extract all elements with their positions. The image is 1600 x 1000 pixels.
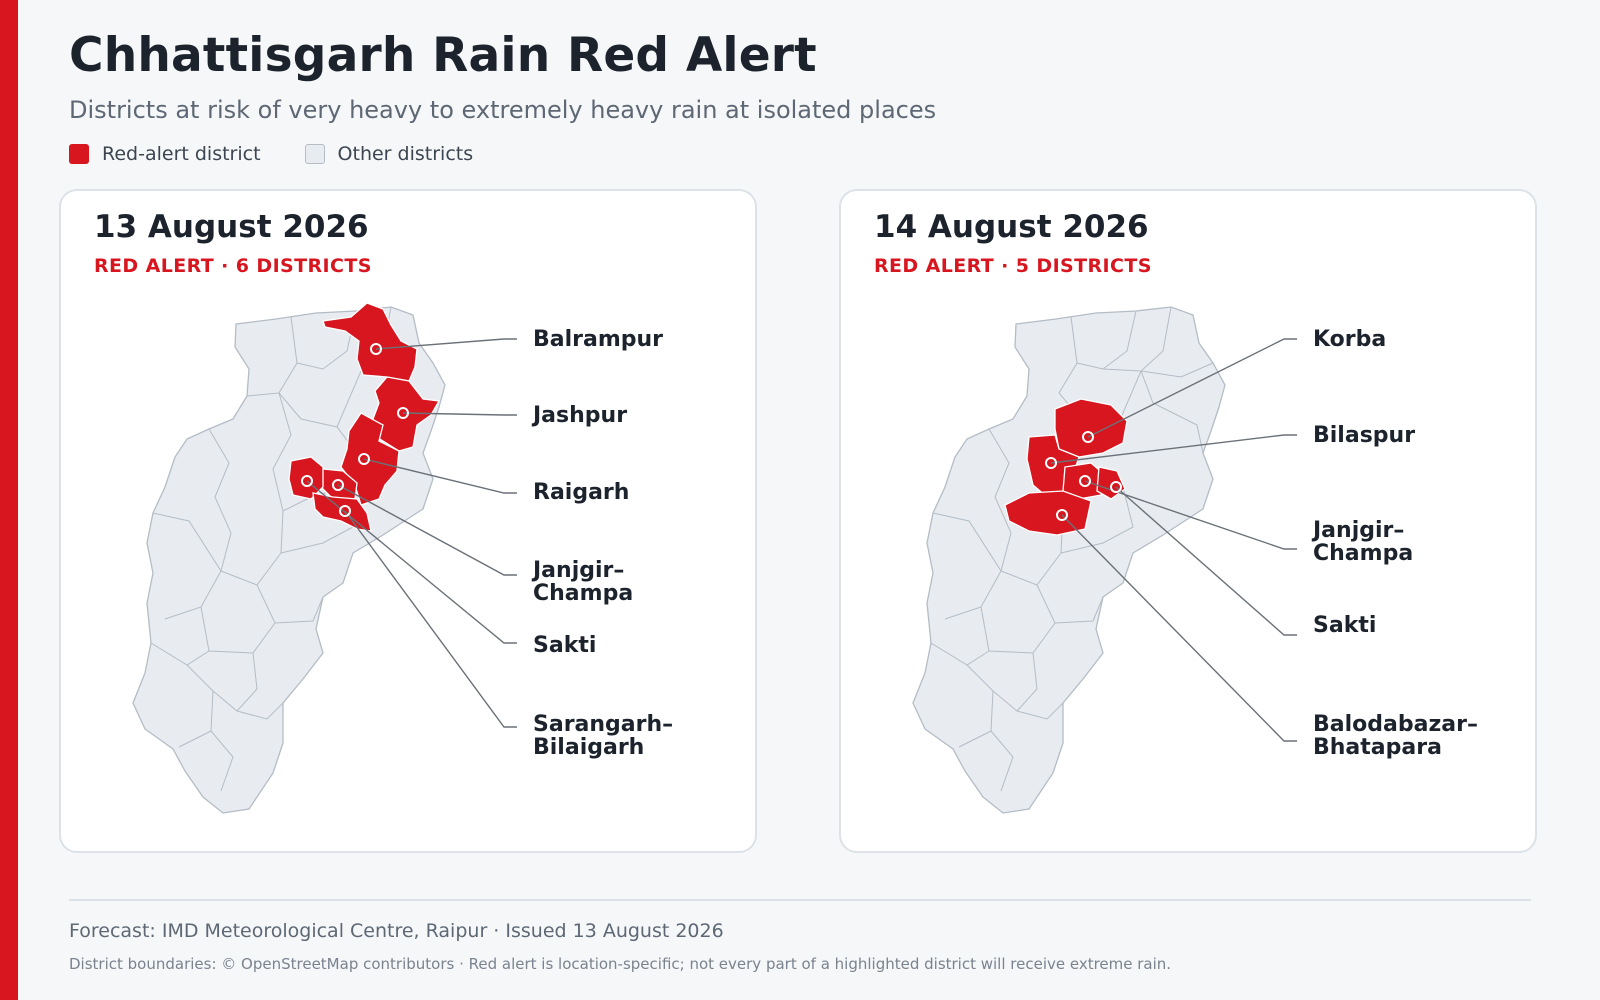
state-outline bbox=[912, 306, 1226, 814]
map-panel-14-august: 14 August 2026 RED ALERT · 5 DISTRICTS bbox=[839, 189, 1537, 853]
footer-note: District boundaries: © OpenStreetMap con… bbox=[69, 955, 1172, 973]
district-borders bbox=[150, 306, 392, 792]
label-jashpur: Jashpur bbox=[531, 403, 627, 428]
panel-alert-summary: RED ALERT · 6 DISTRICTS bbox=[94, 255, 372, 277]
label-janjgir-champa-line2: Champa bbox=[1313, 541, 1413, 566]
label-balrampur: Balrampur bbox=[533, 327, 663, 352]
page-subtitle: Districts at risk of very heavy to extre… bbox=[69, 96, 937, 124]
district-jashpur bbox=[366, 376, 441, 452]
label-janjgir-champa-line2: Champa bbox=[533, 581, 633, 606]
panel-alert-summary: RED ALERT · 5 DISTRICTS bbox=[874, 255, 1152, 277]
other-districts-swatch bbox=[304, 144, 325, 164]
district-map: Korba Bilaspur Janjgir– Champa Sakti Bal… bbox=[912, 306, 1478, 814]
label-janjgir-champa-line1: Janjgir– bbox=[1311, 518, 1404, 543]
label-sakti: Sakti bbox=[533, 633, 596, 658]
label-raigarh: Raigarh bbox=[533, 480, 629, 505]
alert-districts bbox=[1004, 398, 1128, 536]
label-balodabazar-bhatapara-line2: Bhatapara bbox=[1313, 735, 1442, 760]
footer-source: Forecast: IMD Meteorological Centre, Rai… bbox=[69, 920, 724, 942]
label-sarangarh-bilaigarh-line1: Sarangarh– bbox=[533, 712, 673, 737]
district-map: Balrampur Jashpur Raigarh Janjgir– Champ… bbox=[132, 302, 673, 814]
district-korba bbox=[1054, 398, 1128, 458]
district-balodabazar-bhatapara bbox=[1004, 490, 1092, 536]
label-sarangarh-bilaigarh-line2: Bilaigarh bbox=[533, 735, 644, 760]
accent-bar bbox=[0, 0, 18, 1000]
legend-item-red-alert: Red-alert district bbox=[69, 143, 261, 165]
district-borders bbox=[930, 306, 1214, 792]
label-balodabazar-bhatapara-line1: Balodabazar– bbox=[1313, 712, 1478, 737]
label-korba: Korba bbox=[1313, 327, 1386, 352]
panel-date: 13 August 2026 bbox=[94, 209, 369, 245]
page-title: Chhattisgarh Rain Red Alert bbox=[69, 28, 817, 83]
district-labels: Balrampur Jashpur Raigarh Janjgir– Champ… bbox=[531, 327, 673, 760]
district-balrampur bbox=[322, 302, 418, 382]
label-sakti: Sakti bbox=[1313, 613, 1376, 638]
district-labels: Korba Bilaspur Janjgir– Champa Sakti Bal… bbox=[1311, 327, 1478, 760]
label-bilaspur: Bilaspur bbox=[1313, 423, 1415, 448]
district-markers bbox=[301, 343, 409, 517]
district-sakti bbox=[288, 456, 324, 500]
legend-label-red-alert: Red-alert district bbox=[102, 143, 261, 165]
leader-lines bbox=[1050, 338, 1297, 742]
footer-divider bbox=[69, 899, 1531, 901]
label-janjgir-champa-line1: Janjgir– bbox=[531, 558, 624, 583]
map-legend: Red-alert district Other districts bbox=[69, 143, 517, 165]
leader-lines bbox=[306, 338, 517, 728]
legend-item-other: Other districts bbox=[304, 143, 474, 165]
red-alert-swatch bbox=[69, 144, 89, 164]
map-panel-13-august: 13 August 2026 RED ALERT · 6 DISTRICTS bbox=[59, 189, 757, 853]
legend-label-other: Other districts bbox=[337, 143, 474, 165]
panel-date: 14 August 2026 bbox=[874, 209, 1149, 245]
district-markers bbox=[1045, 431, 1122, 521]
